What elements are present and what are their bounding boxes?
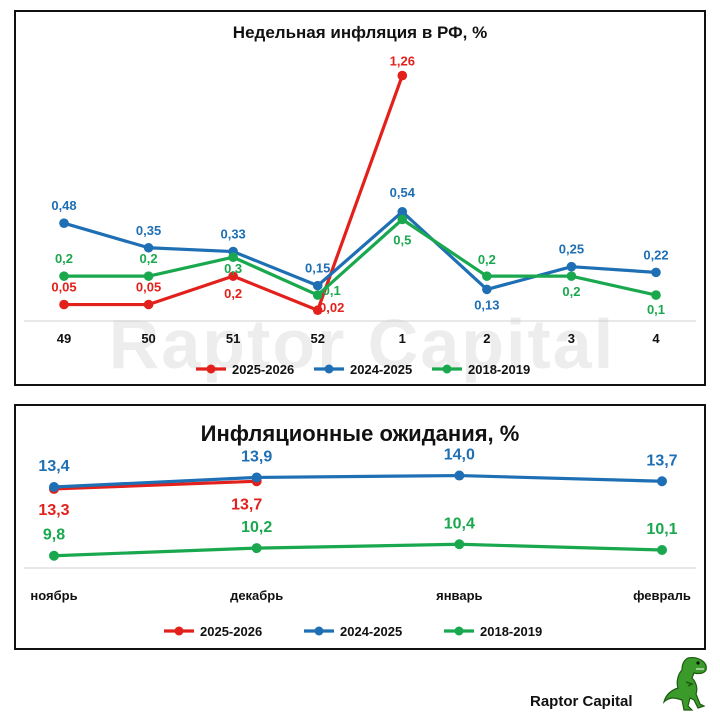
- data-point: [59, 218, 69, 228]
- legend-marker: [324, 364, 334, 374]
- x-tick-label: январь: [436, 588, 482, 603]
- data-label: 0,25: [559, 242, 584, 257]
- data-label: 0,15: [305, 261, 330, 276]
- data-point: [312, 305, 323, 316]
- data-label: 0,2: [140, 251, 158, 266]
- data-label: 0,2: [562, 284, 580, 299]
- data-label: 0,5: [393, 232, 411, 247]
- x-tick-label: ноябрь: [30, 588, 77, 603]
- data-point: [397, 214, 408, 225]
- inflation-expectations-panel: Инфляционные ожидания, % ноябрь декабрь янв…: [14, 404, 706, 650]
- chart-title: Инфляционные ожидания, %: [201, 421, 520, 446]
- legend-label: 2018-2019: [468, 362, 530, 377]
- data-point: [143, 242, 154, 253]
- x-tick-label: 52: [310, 331, 324, 346]
- legend-label: 2024-2025: [350, 362, 412, 377]
- data-point: [312, 280, 323, 291]
- data-point: [228, 252, 238, 263]
- data-label: 0,33: [220, 227, 245, 242]
- x-tick-label: 4: [652, 331, 660, 346]
- data-point: [454, 539, 465, 550]
- x-tick-label: 51: [226, 331, 240, 346]
- data-label: 13,7: [231, 496, 262, 513]
- data-label: 0,2: [224, 286, 242, 301]
- data-label: 0,3: [224, 261, 242, 276]
- data-point: [143, 271, 154, 281]
- series-line-2018-2019: [64, 217, 657, 297]
- data-label: 0,05: [136, 280, 161, 295]
- data-point: [651, 267, 661, 278]
- data-point: [397, 207, 408, 217]
- legend-label: 2018-2019: [480, 624, 542, 639]
- data-point: [228, 271, 238, 281]
- data-label: 0,2: [55, 251, 73, 266]
- data-label: 10,4: [444, 515, 475, 532]
- data-point: [251, 543, 262, 554]
- data-label: 0,48: [51, 198, 76, 213]
- data-point: [49, 482, 59, 492]
- data-point: [482, 271, 492, 281]
- series-line-2018-2019: [53, 542, 663, 558]
- data-label: 10,2: [241, 519, 272, 536]
- series-line-2025-2026: [53, 479, 257, 491]
- data-point: [59, 299, 69, 310]
- data-label: 0,1: [647, 302, 665, 317]
- data-label: 13,7: [646, 452, 677, 469]
- data-label: 0,22: [643, 247, 668, 262]
- data-label: 13,4: [38, 458, 69, 475]
- legend-marker: [454, 626, 464, 636]
- x-tick-label: декабрь: [230, 588, 283, 603]
- data-label: 0,1: [323, 283, 341, 298]
- brand-name: Raptor Capital: [530, 693, 633, 710]
- data-label: 0,05: [51, 280, 76, 295]
- data-point: [566, 261, 577, 272]
- data-label: 0,13: [474, 297, 499, 312]
- data-point: [482, 284, 492, 295]
- data-label: 0,54: [390, 185, 416, 200]
- data-point: [397, 70, 408, 81]
- x-tick-label: 3: [568, 331, 575, 346]
- x-tick-label: 49: [57, 331, 71, 346]
- weekly-inflation-chart: Недельная инфляция в РФ, % 49 50 51 52 1 2 3 4 0,…: [24, 23, 696, 377]
- legend-marker: [314, 626, 324, 636]
- legend-label: 2025-2026: [232, 362, 294, 377]
- legend-marker: [174, 626, 184, 636]
- legend-marker: [442, 364, 452, 374]
- data-point: [49, 550, 59, 561]
- x-tick-label: 50: [141, 331, 155, 346]
- data-point: [651, 290, 661, 300]
- data-label: 0,2: [478, 252, 496, 267]
- watermark: Raptor Capital: [108, 305, 616, 383]
- data-point: [59, 271, 69, 281]
- series-line-2024-2025: [53, 473, 663, 489]
- data-label: 13,3: [38, 502, 69, 519]
- data-point: [657, 545, 667, 555]
- chart-title: Недельная инфляция в РФ, %: [233, 23, 487, 42]
- data-point: [566, 271, 577, 281]
- series-line-2024-2025: [63, 210, 657, 291]
- legend-label: 2025-2026: [200, 624, 262, 639]
- raptor-logo-icon: [662, 657, 707, 711]
- x-tick-label: февраль: [633, 588, 691, 603]
- data-label: 9,8: [43, 527, 65, 544]
- data-label: 0,02: [319, 300, 344, 315]
- data-label: 0,35: [136, 223, 161, 238]
- x-tick-label: 2: [483, 331, 490, 346]
- data-point: [312, 290, 323, 300]
- data-point: [143, 299, 154, 310]
- x-tick-label: 1: [399, 331, 406, 346]
- data-label: 1,26: [390, 54, 415, 69]
- legend-marker: [206, 364, 216, 374]
- data-label: 10,1: [646, 521, 677, 538]
- weekly-inflation-panel: Raptor Capital Недельная инфляция в РФ, …: [14, 10, 706, 386]
- data-point: [251, 472, 262, 483]
- legend-label: 2024-2025: [340, 624, 402, 639]
- data-point: [454, 470, 465, 481]
- data-label: 14,0: [444, 447, 475, 464]
- data-point: [657, 476, 667, 487]
- inflation-expectations-chart: Инфляционные ожидания, % ноябрь декабрь янв…: [24, 421, 696, 639]
- data-label: 13,9: [241, 448, 272, 465]
